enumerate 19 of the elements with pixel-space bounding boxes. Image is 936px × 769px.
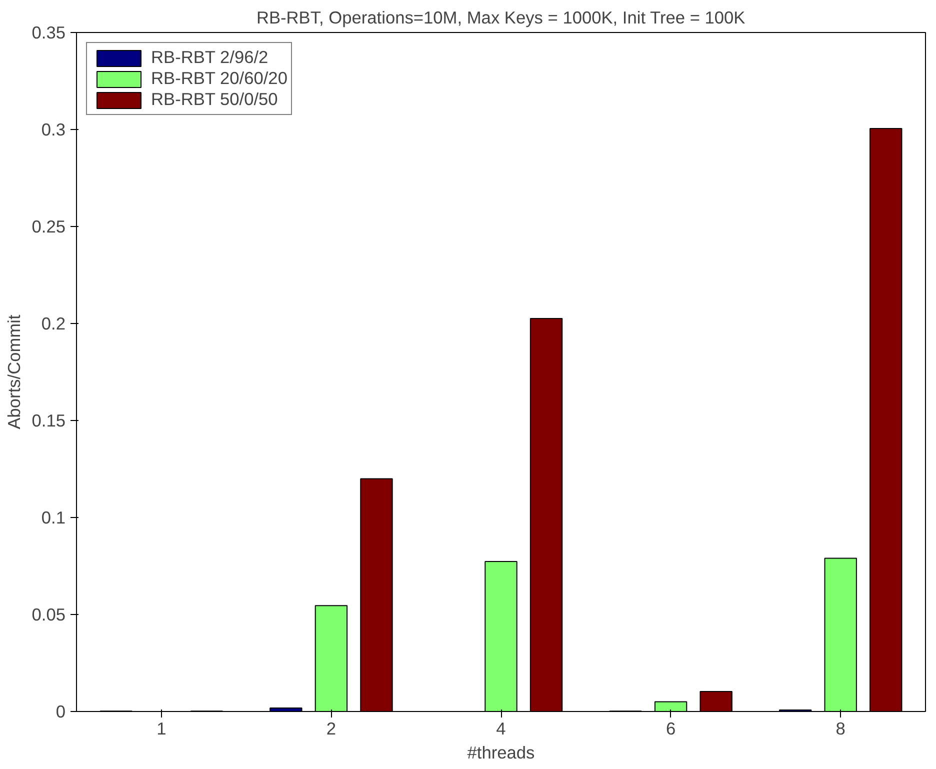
- legend-label: RB-RBT 2/96/2: [151, 47, 268, 68]
- legend-label: RB-RBT 50/0/50: [151, 89, 278, 110]
- y-axis-title: Aborts/Commit: [4, 314, 24, 430]
- x-axis-title: #threads: [467, 742, 536, 762]
- y-tick-label: 0: [56, 702, 66, 722]
- chart-title: RB-RBT, Operations=10M, Max Keys = 1000K, Init Tree = 100K: [256, 8, 746, 28]
- y-tick-label: 0.15: [32, 410, 66, 430]
- y-tick-label: 0.1: [41, 508, 66, 528]
- x-tick-label: 2: [326, 718, 336, 738]
- y-tick-label: 0.05: [32, 604, 66, 624]
- x-tick-label: 8: [836, 718, 846, 738]
- legend-label: RB-RBT 20/60/20: [151, 68, 288, 89]
- x-tick-label: 1: [156, 718, 166, 738]
- y-tick-label: 0.35: [32, 22, 66, 42]
- x-tick-label: 4: [496, 718, 506, 738]
- y-tick-label: 0.2: [41, 314, 66, 334]
- x-tick-label: 6: [666, 718, 676, 738]
- y-tick-label: 0.3: [41, 120, 66, 140]
- y-tick-label: 0.25: [32, 216, 66, 236]
